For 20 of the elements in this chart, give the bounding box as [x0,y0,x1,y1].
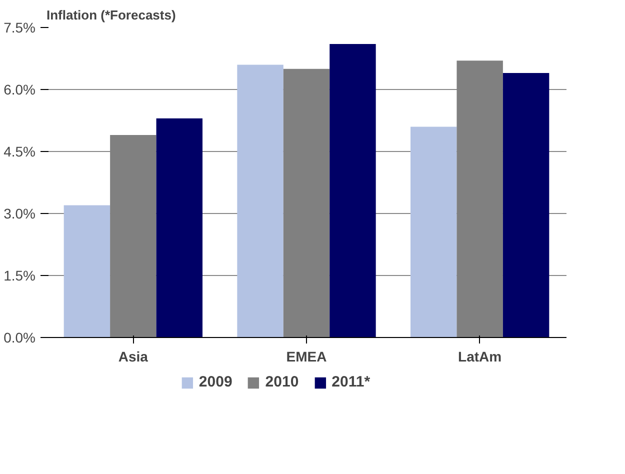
legend-label: 2009 [198,374,232,390]
bar [410,126,457,338]
legend-label: 2011* [332,374,370,390]
x-tick-label: LatAm [458,348,502,364]
y-tick-label: 4.5% [4,144,36,160]
bar [237,64,284,338]
y-tick-label: 3.0% [4,206,36,222]
bar [283,68,330,338]
bar [502,72,550,338]
y-tick-label: 7.5% [4,20,36,36]
bar [64,205,110,338]
bar [156,118,202,338]
x-tick-label: Asia [118,348,148,364]
x-tick-label: EMEA [286,348,327,364]
y-tick-label: 1.5% [4,268,36,284]
bar [330,44,376,338]
legend-label: 2010 [265,374,299,390]
y-tick-label: 0.0% [4,330,36,346]
chart-title: Inflation (*Forecasts) [46,8,176,22]
y-tick-label: 6.0% [4,82,36,98]
